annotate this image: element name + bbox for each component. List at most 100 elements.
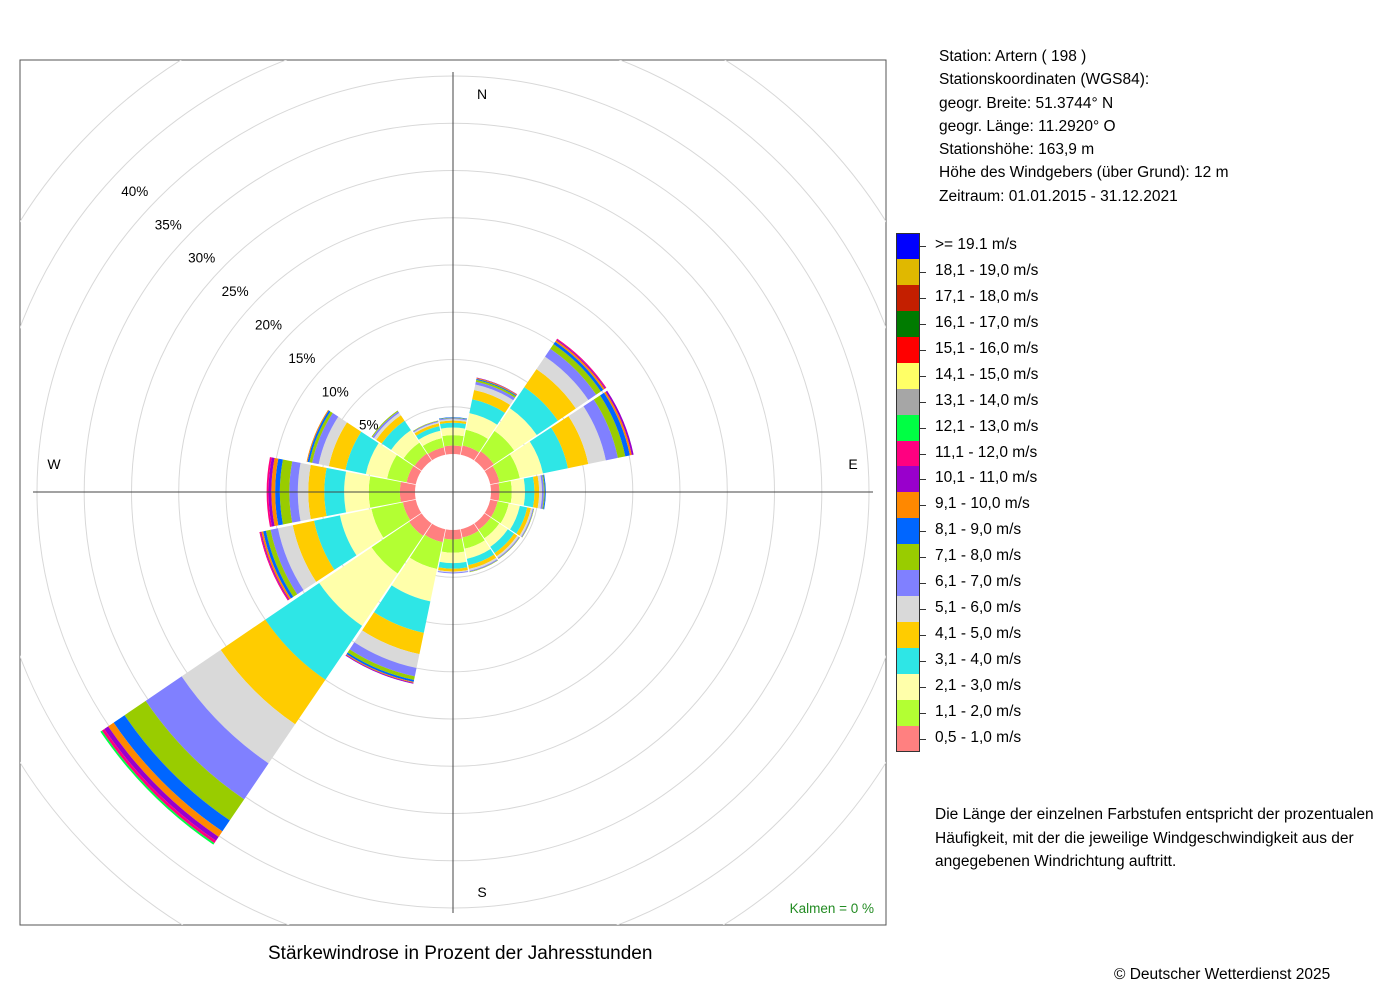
sector-nw-band-0 bbox=[414, 453, 432, 471]
legend-swatch bbox=[896, 440, 920, 467]
sector-ene-band-4 bbox=[551, 416, 589, 469]
legend-tick bbox=[920, 609, 926, 611]
direction-label-s: S bbox=[477, 884, 486, 900]
sector-wnw-band-7 bbox=[309, 411, 333, 463]
sector-e-band-7 bbox=[542, 474, 545, 510]
sector-wnw-band-0 bbox=[406, 465, 422, 485]
sector-ssw-band-6 bbox=[349, 642, 417, 677]
direction-label-e: E bbox=[848, 456, 857, 472]
axes bbox=[33, 72, 873, 913]
legend-label: 17,1 - 18,0 m/s bbox=[935, 287, 1039, 305]
sector-wsw-band-4 bbox=[292, 520, 335, 582]
sector-wsw-band-9 bbox=[261, 531, 291, 600]
sector-w-band-10 bbox=[268, 457, 275, 527]
sector-ene-band-1 bbox=[492, 454, 520, 483]
sector-ese-band-6 bbox=[521, 508, 534, 538]
legend-label: 4,1 - 5,0 m/s bbox=[935, 625, 1022, 643]
sector-nne-band-1 bbox=[462, 429, 488, 453]
legend-swatch bbox=[896, 362, 920, 389]
sector-ese-band-4 bbox=[516, 507, 531, 536]
legend-swatch bbox=[896, 673, 920, 700]
sector-ne-band-3 bbox=[509, 387, 558, 436]
sector-sse-band-5 bbox=[468, 557, 498, 571]
legend-label: 0,5 - 1,0 m/s bbox=[935, 728, 1022, 746]
sector-nnw-band-1 bbox=[422, 438, 444, 454]
legend-swatch bbox=[896, 336, 920, 363]
legend-tick bbox=[920, 271, 926, 273]
sector-ssw-band-3 bbox=[374, 585, 431, 633]
sector-wnw-band-8 bbox=[307, 410, 331, 463]
sector-w-band-11 bbox=[266, 457, 272, 527]
sector-ene-band-10 bbox=[605, 390, 634, 455]
sector-wsw-band-3 bbox=[314, 515, 357, 570]
legend-swatch bbox=[896, 544, 920, 571]
legend-tick bbox=[920, 401, 926, 403]
legend-tick bbox=[920, 427, 926, 429]
chart-caption: Stärkewindrose in Prozent der Jahresstun… bbox=[268, 943, 653, 964]
sector-ese-band-3 bbox=[510, 505, 528, 534]
legend-swatch bbox=[896, 310, 920, 337]
sector-nw-band-1 bbox=[403, 442, 427, 466]
legend-label: 3,1 - 4,0 m/s bbox=[935, 651, 1022, 668]
sector-ne-band-8 bbox=[553, 341, 604, 392]
sector-nw-band-4 bbox=[376, 415, 405, 444]
sector-ene-band-0 bbox=[484, 465, 500, 485]
sector-ene-band-3 bbox=[529, 427, 568, 474]
sector-ssw-band-2 bbox=[391, 557, 438, 602]
sector-s-band-5 bbox=[437, 570, 469, 573]
legend-tick bbox=[920, 505, 926, 507]
sector-nne-band-4 bbox=[472, 390, 511, 413]
sector-sw-band-10 bbox=[104, 726, 219, 841]
ring-label: 35% bbox=[155, 217, 182, 232]
legend-swatch bbox=[896, 622, 920, 648]
legend-swatch bbox=[896, 466, 920, 493]
sector-wsw-band-7 bbox=[265, 529, 298, 597]
sector-ese-band-5 bbox=[519, 508, 533, 537]
sector-nne-band-3 bbox=[469, 399, 505, 425]
legend-swatch bbox=[896, 233, 920, 259]
legend-tick bbox=[920, 686, 926, 688]
ring-label: 20% bbox=[255, 318, 282, 333]
copyright: © Deutscher Wetterdienst 2025 bbox=[1114, 966, 1331, 983]
sector-ene-band-5 bbox=[568, 406, 606, 464]
sector-sw-band-8 bbox=[113, 715, 230, 832]
legend-tick bbox=[920, 661, 926, 662]
sector-wsw-band-8 bbox=[263, 530, 294, 599]
sector-ese-band-1 bbox=[491, 501, 509, 524]
sector-sse-band-4 bbox=[468, 554, 497, 569]
sector-sw-band-2 bbox=[319, 547, 398, 626]
sector-ene-band-9 bbox=[604, 391, 632, 456]
sector-nnw-band-4 bbox=[414, 423, 440, 436]
legend-tick bbox=[920, 375, 926, 377]
sector-nnw-band-0 bbox=[427, 447, 446, 461]
sector-nne-band-7 bbox=[475, 379, 516, 398]
sector-sw-band-7 bbox=[124, 700, 245, 821]
calm-label: Kalmen = 0 % bbox=[790, 901, 874, 916]
sector-wnw-band-5 bbox=[318, 416, 347, 467]
legend-tick bbox=[920, 712, 926, 714]
sector-sw-band-3 bbox=[265, 582, 363, 680]
legend-tick bbox=[920, 349, 926, 351]
legend-swatch bbox=[896, 596, 920, 623]
sector-sw-band-1 bbox=[371, 521, 424, 574]
direction-label-w: W bbox=[47, 456, 61, 472]
station-elevation: Stationshöhe: 163,9 m bbox=[939, 141, 1095, 159]
sector-ese-band-0 bbox=[484, 499, 498, 518]
ring-label: 30% bbox=[188, 251, 215, 266]
legend-tick bbox=[920, 453, 926, 455]
sector-ssw-band-1 bbox=[409, 534, 443, 569]
ring-label: 10% bbox=[322, 384, 349, 399]
sector-nne-band-8 bbox=[476, 378, 517, 397]
sector-ene-band-7 bbox=[593, 395, 626, 458]
sector-sse-band-6 bbox=[469, 559, 498, 572]
ring-label: 25% bbox=[222, 284, 249, 299]
sector-s-band-6 bbox=[437, 571, 469, 574]
legend-label: 12,1 - 13,0 m/s bbox=[935, 417, 1039, 435]
sector-nne-band-2 bbox=[465, 413, 498, 439]
legend-swatch bbox=[896, 414, 920, 441]
legend-swatch bbox=[896, 388, 920, 415]
direction-label-n: N bbox=[477, 86, 487, 102]
sector-ne-band-5 bbox=[536, 356, 589, 409]
sector-ne-band-7 bbox=[550, 344, 601, 395]
